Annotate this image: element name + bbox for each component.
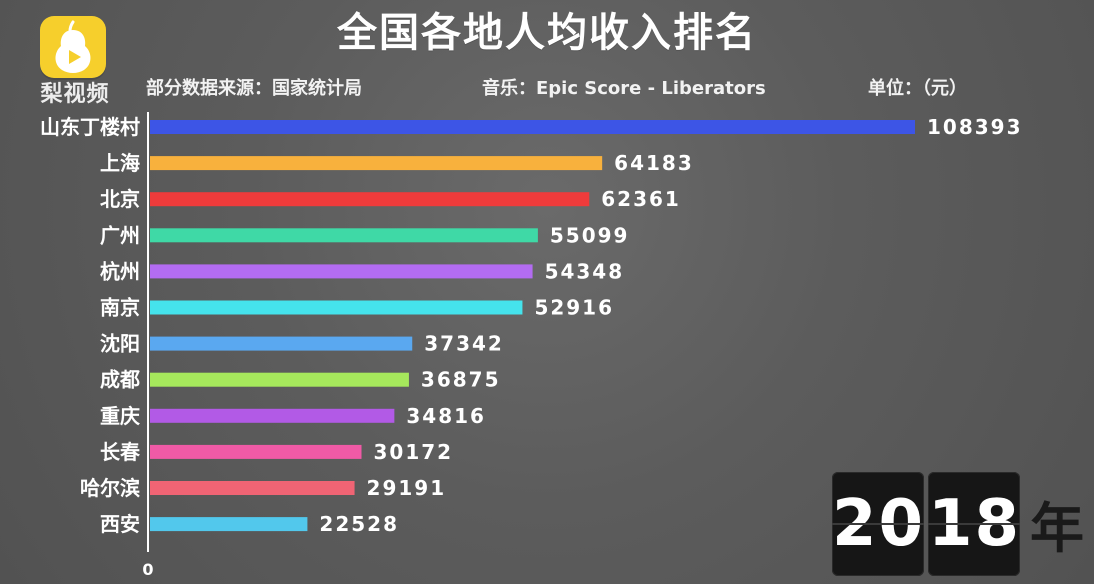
bar-row: 西安 22528 [100, 512, 399, 536]
value-label: 64183 [614, 151, 694, 175]
value-label: 52916 [534, 296, 614, 320]
bar-row: 上海 64183 [100, 151, 694, 175]
bar [150, 336, 413, 351]
data-source-note: 部分数据来源：国家统计局 [146, 78, 362, 99]
bar-row: 成都 36875 [100, 368, 501, 392]
value-label: 55099 [550, 223, 630, 247]
bar [150, 300, 523, 315]
value-label: 34816 [406, 404, 486, 428]
category-label: 广州 [100, 223, 140, 247]
bar [150, 120, 915, 134]
music-credit: 音乐：Epic Score - Liberators [482, 78, 766, 99]
category-label: 重庆 [100, 404, 140, 428]
category-label: 杭州 [100, 259, 140, 283]
bar [150, 481, 355, 495]
value-label: 36875 [421, 368, 501, 392]
category-label: 西安 [100, 512, 140, 536]
chart-title: 全国各地人均收入排名 [337, 10, 757, 56]
bar-row: 广州 55099 [100, 223, 630, 247]
bar [150, 264, 533, 279]
brand-name: 梨视频 [40, 82, 110, 107]
bar [150, 192, 590, 207]
value-label: 22528 [319, 512, 399, 536]
year-flip-card-second: 18 [928, 472, 1020, 576]
value-label: 62361 [601, 187, 681, 211]
category-label: 上海 [100, 151, 140, 175]
value-label: 54348 [545, 259, 625, 283]
category-label: 沈阳 [100, 332, 140, 356]
bar-row: 杭州 54348 [100, 259, 625, 283]
category-label: 哈尔滨 [80, 476, 140, 500]
category-label: 南京 [100, 296, 140, 320]
category-label: 长春 [100, 440, 141, 464]
bar-row: 长春 30172 [100, 440, 454, 464]
flip-card-divider [928, 523, 1020, 525]
bar-row: 山东丁楼村 108393 [40, 115, 1023, 139]
bar [150, 372, 409, 387]
bar-row: 哈尔滨 29191 [80, 476, 447, 500]
unit-note: 单位：（元） [868, 78, 967, 99]
bar [150, 444, 362, 459]
bar-row: 北京 62361 [100, 187, 681, 211]
brand-logo [40, 16, 106, 78]
bar [150, 517, 308, 532]
year-suffix: 年 [1030, 496, 1084, 560]
value-label: 29191 [367, 476, 447, 500]
year-flip-card-first: 20 [832, 472, 924, 576]
bar-row: 重庆 34816 [100, 404, 486, 428]
category-label: 山东丁楼村 [40, 115, 140, 139]
category-label: 成都 [100, 368, 140, 392]
category-label: 北京 [100, 187, 140, 211]
value-label: 108393 [927, 115, 1023, 139]
bar-row: 沈阳 37342 [100, 332, 504, 356]
bar [150, 156, 603, 171]
bar [150, 408, 395, 423]
value-label: 37342 [424, 332, 504, 356]
bar [150, 228, 538, 243]
bar-row: 南京 52916 [100, 296, 614, 320]
x-axis-tick-label: 0 [142, 560, 153, 579]
value-label: 30172 [374, 440, 454, 464]
pear-play-icon [55, 20, 91, 73]
flip-card-divider [832, 523, 924, 525]
